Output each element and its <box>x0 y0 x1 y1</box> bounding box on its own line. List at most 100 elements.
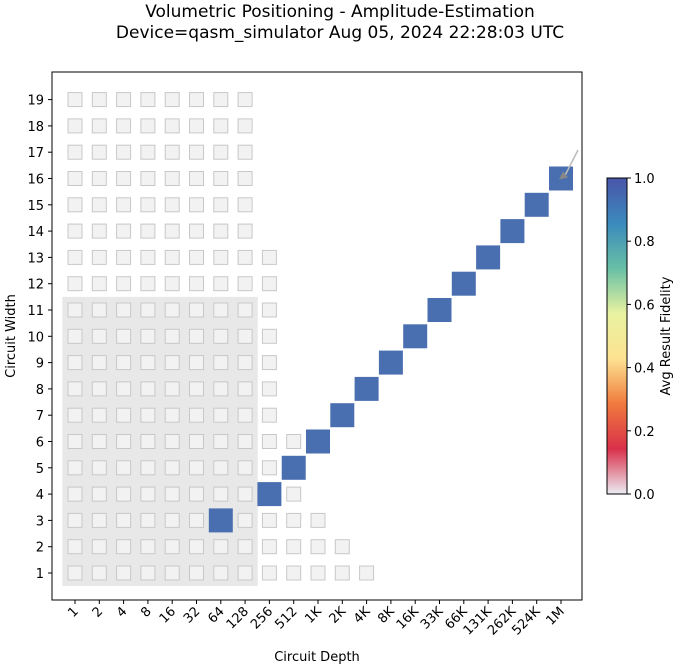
empty-cell <box>189 565 204 581</box>
empty-cell <box>164 144 180 160</box>
empty-cell <box>237 460 253 476</box>
empty-cell <box>67 249 83 265</box>
empty-cell <box>237 276 253 292</box>
empty-cell <box>213 223 229 239</box>
empty-cell <box>116 565 132 581</box>
x-tick-label: 1M <box>543 604 567 628</box>
empty-cell <box>140 407 156 423</box>
empty-cell <box>189 302 204 318</box>
empty-cell <box>67 197 83 213</box>
empty-cell <box>91 407 107 423</box>
x-axis-title: Circuit Depth <box>274 650 360 665</box>
empty-cell <box>164 486 180 502</box>
empty-cell <box>91 118 107 134</box>
empty-cell <box>189 407 204 423</box>
empty-cell <box>213 486 229 502</box>
empty-cell <box>213 302 229 318</box>
result-square <box>257 482 282 507</box>
chart-title-line2: Device=qasm_simulator Aug 05, 2024 22:28… <box>115 23 565 43</box>
empty-cell <box>261 512 277 528</box>
y-tick-label: 1 <box>36 567 44 582</box>
y-tick-label: 3 <box>36 514 44 529</box>
empty-cell <box>164 434 180 449</box>
x-tick-label: 16 <box>157 604 179 626</box>
empty-cell <box>261 302 277 318</box>
empty-cell <box>261 565 277 581</box>
empty-cell <box>67 92 83 108</box>
y-tick-label: 15 <box>27 199 44 214</box>
empty-cell <box>140 249 156 265</box>
empty-cell <box>189 223 204 239</box>
y-tick-label: 18 <box>27 120 44 135</box>
empty-cell <box>213 539 229 555</box>
empty-cell <box>261 276 277 292</box>
result-square <box>281 455 306 480</box>
empty-cell <box>237 249 253 265</box>
x-tick-label: 16K <box>394 604 423 633</box>
annotation-arrowhead <box>559 171 568 180</box>
empty-cell <box>237 302 253 318</box>
empty-cell <box>164 381 180 397</box>
empty-cell <box>286 512 302 528</box>
empty-cell <box>140 539 156 555</box>
empty-cell <box>189 328 204 344</box>
x-tick-label: 2 <box>90 604 106 620</box>
empty-cell <box>213 118 229 134</box>
empty-cell <box>140 223 156 239</box>
empty-cell <box>189 197 204 213</box>
empty-cell <box>237 197 253 213</box>
empty-cell <box>189 460 204 476</box>
empty-cell <box>164 460 180 476</box>
y-tick-label: 11 <box>27 304 44 319</box>
empty-cell <box>237 381 253 397</box>
empty-cell <box>140 381 156 397</box>
y-tick-label: 10 <box>27 330 44 345</box>
empty-cell <box>237 539 253 555</box>
empty-cell <box>140 486 156 502</box>
empty-cell <box>237 171 253 186</box>
empty-cell <box>91 171 107 186</box>
empty-cell <box>237 144 253 160</box>
empty-cell <box>189 249 204 265</box>
empty-cell <box>67 539 83 555</box>
empty-cell <box>116 302 132 318</box>
empty-cell <box>237 407 253 423</box>
quantum-volume-region <box>62 296 258 587</box>
empty-cell <box>116 486 132 502</box>
x-tick-label: 128 <box>224 604 252 632</box>
empty-cell <box>261 328 277 344</box>
empty-cell <box>67 171 83 186</box>
result-square <box>403 324 428 349</box>
empty-cell <box>286 565 302 581</box>
y-tick-label: 4 <box>36 488 44 503</box>
empty-cell <box>164 565 180 581</box>
empty-cell <box>164 223 180 239</box>
x-tick-label: 32 <box>181 604 203 626</box>
result-square <box>451 271 476 296</box>
empty-cell <box>310 512 326 528</box>
y-tick-label: 16 <box>27 173 44 188</box>
empty-cell <box>140 512 156 528</box>
empty-cell <box>261 434 277 449</box>
empty-cell <box>213 144 229 160</box>
empty-cell <box>237 355 253 371</box>
colorbar-tick-label: 0.2 <box>634 425 655 440</box>
empty-cell <box>140 118 156 134</box>
empty-cell <box>140 460 156 476</box>
empty-cell <box>91 434 107 449</box>
empty-cell <box>189 144 204 160</box>
x-tick-label: 1 <box>65 604 81 620</box>
y-tick-label: 14 <box>27 225 44 240</box>
empty-cell <box>237 223 253 239</box>
empty-cell <box>116 355 132 371</box>
empty-cell <box>91 460 107 476</box>
y-tick-label: 5 <box>36 462 44 477</box>
empty-cell <box>189 171 204 186</box>
empty-cell <box>67 144 83 160</box>
empty-cell <box>237 328 253 344</box>
empty-cell <box>116 276 132 292</box>
empty-cell <box>164 92 180 108</box>
empty-cell <box>140 171 156 186</box>
empty-cell <box>67 355 83 371</box>
empty-cell <box>91 197 107 213</box>
